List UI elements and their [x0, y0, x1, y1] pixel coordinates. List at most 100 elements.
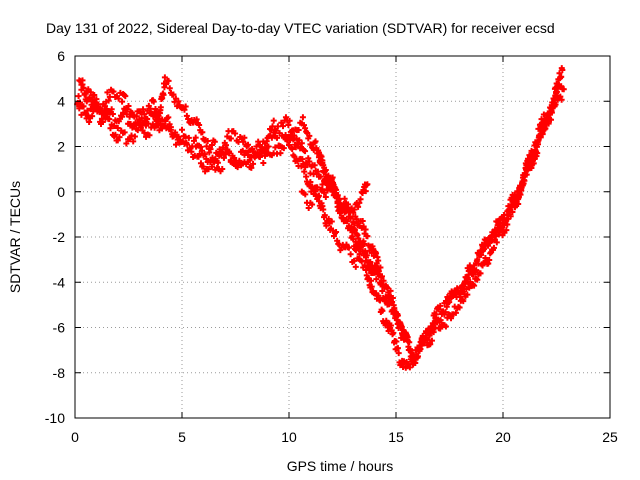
data-point — [464, 274, 471, 281]
data-point — [515, 195, 522, 202]
data-point — [285, 121, 292, 128]
data-point — [410, 353, 417, 360]
x-tick-label: 25 — [602, 429, 618, 445]
data-point — [446, 299, 453, 306]
data-point — [329, 179, 336, 186]
data-point — [327, 175, 334, 182]
data-point — [317, 173, 324, 180]
data-point — [183, 112, 190, 119]
data-point — [244, 152, 251, 159]
data-point — [179, 126, 185, 133]
data-point — [530, 160, 537, 167]
data-point — [250, 160, 257, 167]
data-point — [275, 142, 282, 149]
data-point — [368, 277, 375, 284]
data-point — [282, 114, 289, 121]
data-point — [167, 126, 174, 133]
data-point — [437, 317, 444, 324]
data-point — [134, 120, 141, 127]
y-tick-label: 4 — [57, 93, 65, 109]
data-point — [407, 347, 414, 354]
data-point — [322, 171, 329, 178]
data-point — [352, 263, 359, 270]
data-point — [157, 104, 164, 111]
data-point — [379, 307, 386, 314]
data-point — [474, 276, 481, 283]
data-point — [541, 124, 548, 131]
data-point — [322, 194, 329, 201]
series-track-e — [315, 149, 381, 275]
data-point — [274, 123, 281, 130]
data-point — [197, 160, 204, 167]
data-point — [278, 119, 285, 126]
data-point — [394, 312, 401, 319]
data-point — [114, 137, 121, 144]
data-point — [165, 114, 172, 121]
data-point — [239, 147, 246, 154]
data-point — [362, 188, 369, 195]
data-point — [347, 251, 354, 258]
y-tick-label: -4 — [53, 274, 66, 290]
data-point — [328, 218, 335, 225]
data-point — [554, 85, 561, 92]
data-point — [486, 257, 493, 264]
data-point — [302, 148, 309, 155]
data-point — [207, 146, 214, 153]
data-point — [253, 143, 260, 150]
data-point — [196, 151, 203, 158]
data-point — [193, 143, 200, 150]
data-point — [100, 112, 107, 119]
data-point — [170, 91, 177, 98]
data-point — [490, 244, 497, 251]
chart-title: Day 131 of 2022, Sidereal Day-to-day VTE… — [46, 20, 555, 36]
data-point — [485, 242, 492, 249]
data-point — [464, 291, 471, 298]
data-point — [416, 347, 423, 354]
y-tick-label: 6 — [57, 48, 65, 64]
data-point — [185, 134, 192, 141]
data-point — [337, 208, 344, 215]
data-point — [535, 141, 542, 148]
data-point — [460, 298, 467, 305]
data-point — [503, 227, 510, 234]
data-point — [393, 338, 400, 345]
data-point — [373, 250, 380, 257]
data-point — [309, 201, 316, 208]
data-point — [314, 168, 321, 175]
data-point — [312, 188, 319, 195]
data-point — [99, 118, 106, 125]
data-point — [89, 113, 96, 120]
data-point — [175, 98, 182, 105]
data-point — [355, 203, 362, 210]
data-point — [315, 149, 322, 156]
data-point — [358, 242, 365, 249]
data-point — [108, 121, 115, 128]
data-point — [218, 148, 225, 155]
data-point — [558, 73, 565, 80]
data-point — [551, 99, 558, 106]
data-point — [156, 116, 163, 123]
data-point — [350, 209, 357, 216]
data-point — [471, 282, 478, 289]
data-point — [305, 155, 312, 162]
data-point — [351, 226, 358, 233]
data-point — [265, 143, 272, 150]
data-point — [171, 131, 178, 138]
data-point — [98, 107, 105, 114]
data-point — [199, 129, 206, 136]
data-point — [79, 81, 86, 88]
data-point — [128, 132, 135, 139]
data-point — [387, 287, 394, 294]
data-point — [363, 257, 370, 264]
data-point — [427, 341, 434, 348]
data-point — [320, 206, 327, 213]
data-point — [130, 138, 137, 145]
data-point — [190, 137, 197, 144]
data-point — [123, 140, 130, 147]
data-point — [350, 236, 357, 243]
data-point — [183, 139, 190, 146]
data-point — [501, 222, 508, 229]
data-point — [368, 283, 375, 290]
data-point — [277, 150, 284, 157]
